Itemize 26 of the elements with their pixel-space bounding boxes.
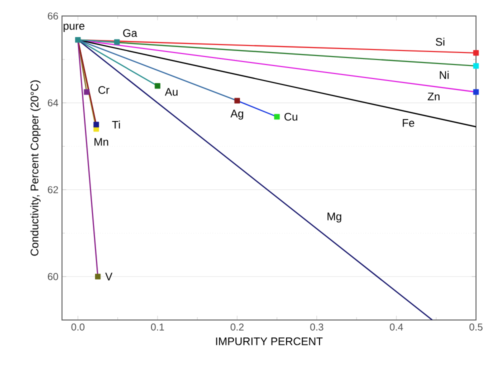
x-tick-label: 0.1 (151, 324, 164, 331)
series-label: Fe (402, 119, 414, 127)
x-tick-label: 0.3 (310, 324, 324, 331)
series-label: Zn (428, 92, 440, 100)
series-label: pure (64, 24, 84, 32)
x-axis-title: IMPURITY PERCENT (216, 337, 323, 346)
series-label: Ti (112, 120, 120, 129)
series-label: Mg (328, 212, 342, 222)
y-tick-label: 60 (48, 273, 58, 280)
series-label: Ag (230, 110, 244, 120)
y-tick-label: 66 (48, 12, 58, 20)
x-tick-label: 0.5 (469, 324, 483, 331)
y-tick-label: 64 (48, 99, 58, 106)
series-label: Mn (94, 138, 108, 146)
series-label: Au (164, 88, 178, 96)
series-label: Si (436, 38, 444, 46)
series-label: Cr (98, 86, 110, 94)
series-label: V (105, 272, 112, 280)
x-tick-label: 0.4 (390, 324, 404, 331)
x-tick-label: 0.0 (71, 324, 84, 331)
y-tick-label: 62 (48, 186, 58, 194)
series-label: Ga (123, 29, 138, 37)
y-axis-title: Conductivity, Percent Copper (20°C) (30, 80, 41, 256)
series-label: Ni (440, 70, 449, 79)
series-label: Cu (284, 112, 298, 121)
x-tick-label: 0.2 (230, 324, 244, 331)
